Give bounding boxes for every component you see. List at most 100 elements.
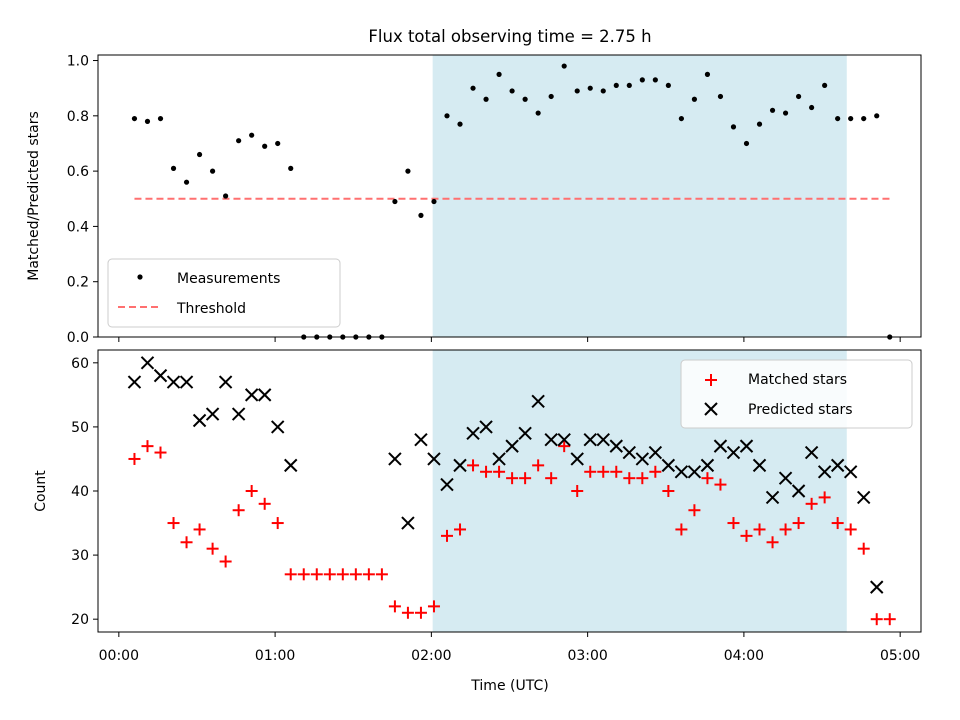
- y-tick-label: 30: [71, 548, 89, 564]
- measurement-point: [822, 82, 828, 89]
- matched-star-point: [727, 517, 740, 530]
- measurement-point: [509, 88, 515, 94]
- matched-star-point: [506, 472, 519, 485]
- matched-star-point: [467, 459, 480, 472]
- predicted-star-point-b: [453, 458, 467, 473]
- measurement-point: [548, 93, 554, 100]
- measurement-point: [626, 82, 632, 89]
- predicted-star-point-b: [791, 484, 806, 498]
- measurement-point: [639, 77, 645, 83]
- predicted-star-point-b: [661, 458, 676, 473]
- measurement-point: [209, 168, 216, 174]
- y-tick-label: 40: [71, 484, 89, 500]
- predicted-star-point: [466, 426, 480, 441]
- x-tick-label: 03:00: [567, 648, 607, 664]
- matched-star-point: [714, 478, 727, 491]
- measurement-point: [769, 107, 776, 113]
- predicted-stars-legend-marker: [704, 402, 718, 416]
- measurement-point: [275, 140, 281, 147]
- measurement-point: [652, 77, 658, 83]
- predicted-star-point-b: [544, 433, 558, 447]
- predicted-star-point-b: [817, 465, 832, 479]
- predicted-star-point: [791, 484, 806, 498]
- measurement-point: [717, 93, 724, 100]
- predicted-star-point: [674, 465, 689, 479]
- x-tick-label: 04:00: [724, 648, 764, 664]
- predicted-star-point-b: [726, 445, 741, 460]
- measurement-point: [223, 193, 229, 199]
- measurement-point: [183, 179, 190, 185]
- predicted-star-point: [427, 452, 441, 466]
- predicted-star-point-b: [843, 465, 858, 479]
- measurement-point: [431, 198, 437, 205]
- measurement-point: [170, 165, 177, 171]
- matched-star-point: [480, 465, 493, 478]
- measurement-point: [249, 132, 255, 138]
- measurement-point: [730, 124, 737, 130]
- matched-star-point: [636, 472, 649, 485]
- predicted-star-point: [414, 433, 428, 447]
- predicted-star-point-b: [804, 445, 819, 460]
- matched-star-point: [571, 485, 584, 497]
- measurement-point: [874, 113, 880, 119]
- measurement-point: [405, 168, 411, 174]
- predicted-star-point: [870, 580, 884, 594]
- measurement-point: [795, 93, 802, 100]
- y-tick-label: 0.2: [67, 275, 89, 291]
- predicted-star-point: [505, 439, 519, 453]
- matched-star-point: [740, 529, 753, 542]
- matched-star-point: [558, 440, 571, 453]
- x-tick-label: 05:00: [880, 648, 920, 664]
- ratio-plot-frame: [97, 54, 922, 338]
- predicted-star-point: [765, 490, 780, 505]
- measurement-point: [613, 82, 619, 89]
- predicted-star-point: [192, 413, 207, 428]
- matched-star-point: [232, 504, 245, 517]
- matched-star-point: [649, 465, 662, 478]
- predicted-star-point-b: [192, 413, 207, 428]
- predicted-star-point: [609, 439, 623, 453]
- predicted-star-point-b: [218, 375, 233, 389]
- y-tick-label: 0.0: [67, 330, 89, 346]
- ratio-legend: Measurements Threshold: [107, 258, 341, 328]
- matched-star-point: [870, 613, 883, 626]
- measurement-point: [665, 82, 671, 89]
- y-tick-label: 0.6: [67, 164, 89, 180]
- predicted-star-point-b: [765, 490, 780, 505]
- matched-star-point: [610, 465, 623, 478]
- count-y-axis: 20 30 40 50 60: [71, 356, 98, 628]
- predicted-star-point-b: [205, 407, 220, 421]
- matched-star-point: [349, 568, 362, 581]
- matched-star-point: [662, 485, 675, 497]
- measurement-point: [157, 115, 164, 122]
- predicted-star-point: [726, 445, 741, 460]
- predicted-star-point: [270, 420, 285, 434]
- predicted-star-point-b: [231, 407, 246, 421]
- matched-star-point: [427, 600, 440, 613]
- predicted-star-point: [127, 375, 142, 389]
- predicted-star-point: [140, 356, 155, 370]
- predicted-star-point-b: [713, 439, 728, 453]
- count-legend-box: [680, 359, 913, 429]
- measurement-point: [483, 96, 489, 102]
- predicted-stars-legend-label: Predicted stars: [748, 402, 853, 418]
- matched-star-point: [323, 568, 336, 581]
- predicted-star-point: [635, 452, 650, 466]
- measurement-point: [444, 113, 450, 119]
- predicted-star-point-b: [570, 452, 584, 466]
- predicted-star-point-b: [609, 439, 623, 453]
- predicted-star-point-b: [166, 375, 181, 389]
- ratio-y-label: Matched/Predicted stars: [26, 111, 42, 281]
- x-tick-label: 01:00: [255, 648, 295, 664]
- measurement-point: [392, 198, 398, 205]
- matched-star-point: [623, 472, 636, 485]
- measurement-point: [470, 85, 476, 91]
- measurement-point: [861, 115, 867, 122]
- predicted-star-point-b: [531, 394, 545, 408]
- matched-star-point: [857, 542, 870, 555]
- predicted-star-point: [622, 445, 637, 460]
- predicted-star-point: [856, 490, 871, 505]
- measurement-point: [144, 118, 151, 124]
- measurement-point: [835, 115, 841, 122]
- predicted-star-point-b: [648, 445, 663, 460]
